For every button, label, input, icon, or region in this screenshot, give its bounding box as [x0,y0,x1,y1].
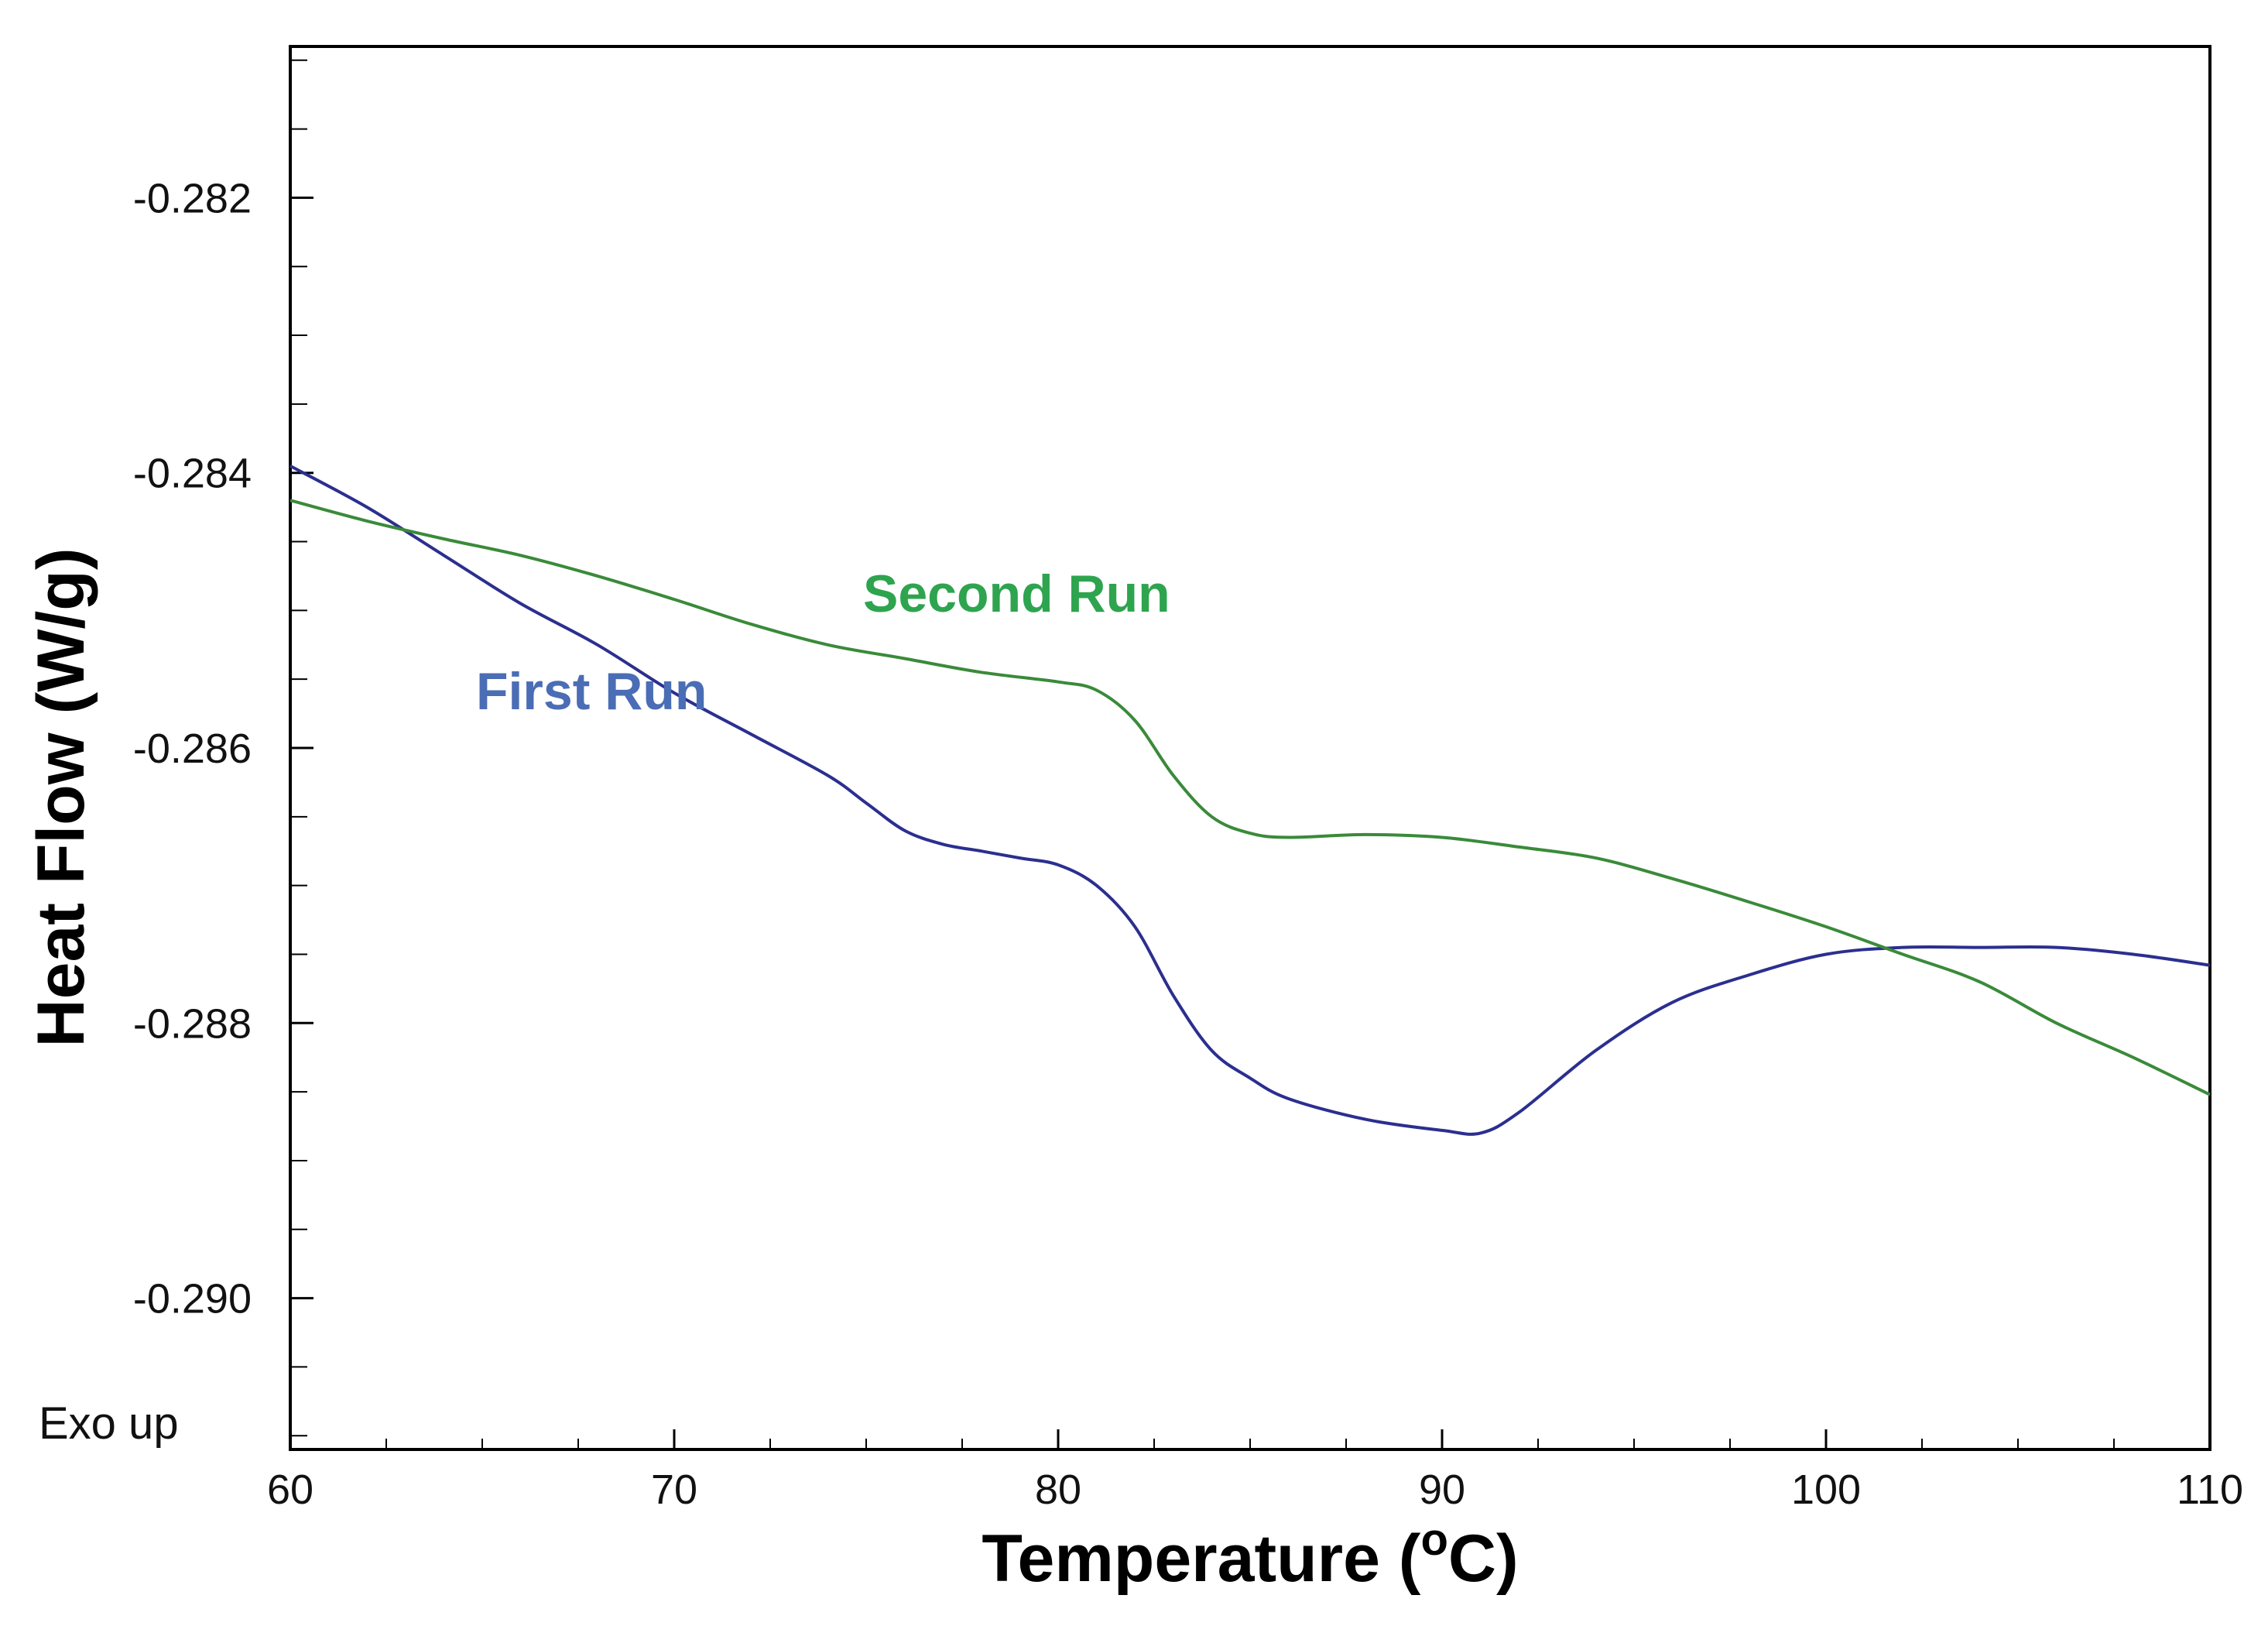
x-axis-ticks: 60 70 80 90 100 110 [267,1429,2243,1513]
series-label-second-run: Second Run [863,564,1170,623]
exo-up-note: Exo up [39,1398,179,1449]
x-axis-title-main: Temperature ( [982,1521,1420,1596]
x-axis-title-superscript: o [1420,1515,1447,1565]
series-lines [289,465,2211,1136]
series-line-first-run [289,465,2211,1136]
y-tick-label: -0.286 [133,726,252,772]
x-tick-label: 80 [1035,1466,1081,1513]
series-label-first-run: First Run [476,662,707,721]
x-tick-label: 110 [2177,1466,2243,1513]
x-axis-title: Temperature (oC) [982,1515,1518,1596]
x-tick-label: 70 [651,1466,697,1513]
y-tick-label: -0.284 [133,451,252,497]
x-tick-label: 100 [1791,1466,1861,1513]
x-axis-title-unit: C) [1448,1521,1519,1596]
plot-frame [289,45,2211,1451]
y-axis-ticks: -0.282 -0.284 -0.286 -0.288 -0.290 [133,59,313,1437]
x-tick-label: 60 [267,1466,313,1513]
x-tick-label: 90 [1419,1466,1465,1513]
series-line-second-run [289,499,2211,1096]
y-tick-label: -0.288 [133,1000,252,1047]
y-tick-label: -0.282 [133,175,252,221]
y-tick-label: -0.290 [133,1276,252,1322]
y-axis-title: Heat Flow (W/g) [24,548,98,1048]
